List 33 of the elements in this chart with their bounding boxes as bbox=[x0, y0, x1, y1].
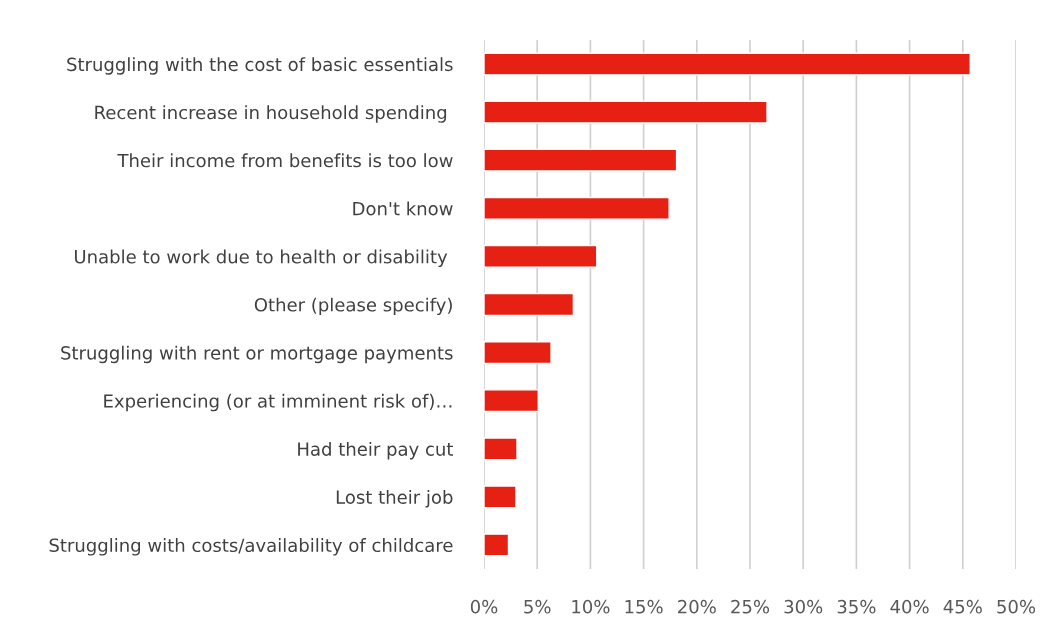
bar bbox=[484, 485, 517, 509]
bar bbox=[484, 244, 598, 268]
y-tick-label: Recent increase in household spending bbox=[95, 105, 447, 123]
y-tick-label: Their income from benefits is too low bbox=[117, 153, 453, 168]
x-tick-label: 25% bbox=[731, 599, 770, 614]
x-tick-label: 10% bbox=[572, 599, 610, 614]
y-tick-label: Other (please specify) bbox=[254, 297, 452, 316]
x-tick-label: 45% bbox=[943, 599, 982, 614]
bar bbox=[484, 100, 768, 124]
y-tick-label: Had their pay cut bbox=[298, 441, 454, 460]
bar bbox=[484, 389, 539, 413]
x-tick-label: 30% bbox=[784, 599, 823, 614]
y-tick-label: Struggling with costs/availability of childcare bbox=[49, 538, 453, 556]
bar bbox=[484, 196, 670, 220]
y-tick-label: Struggling with rent or mortgage payments bbox=[61, 345, 453, 364]
bar bbox=[484, 292, 575, 317]
bar bbox=[484, 52, 971, 76]
y-tick-label: Lost their job bbox=[336, 490, 453, 508]
x-tick-label: 0% bbox=[470, 599, 498, 614]
y-tick-label: Don't know bbox=[353, 201, 453, 216]
x-tick-label: 50% bbox=[997, 599, 1036, 614]
x-tick-label: 20% bbox=[678, 599, 716, 614]
bar bbox=[484, 148, 678, 172]
x-tick-label: 40% bbox=[890, 599, 929, 614]
y-tick-label: Unable to work due to health or disability bbox=[74, 249, 448, 268]
y-tick-label: Struggling with the cost of basic essentials bbox=[67, 57, 453, 75]
bar bbox=[484, 533, 510, 557]
bar bbox=[484, 341, 552, 365]
y-tick-label: Experiencing (or at imminent risk of)… bbox=[104, 393, 452, 412]
x-tick-label: 35% bbox=[837, 599, 876, 614]
bar bbox=[484, 437, 518, 461]
x-tick-label: 5% bbox=[524, 599, 551, 614]
x-tick-label: 15% bbox=[625, 599, 663, 614]
